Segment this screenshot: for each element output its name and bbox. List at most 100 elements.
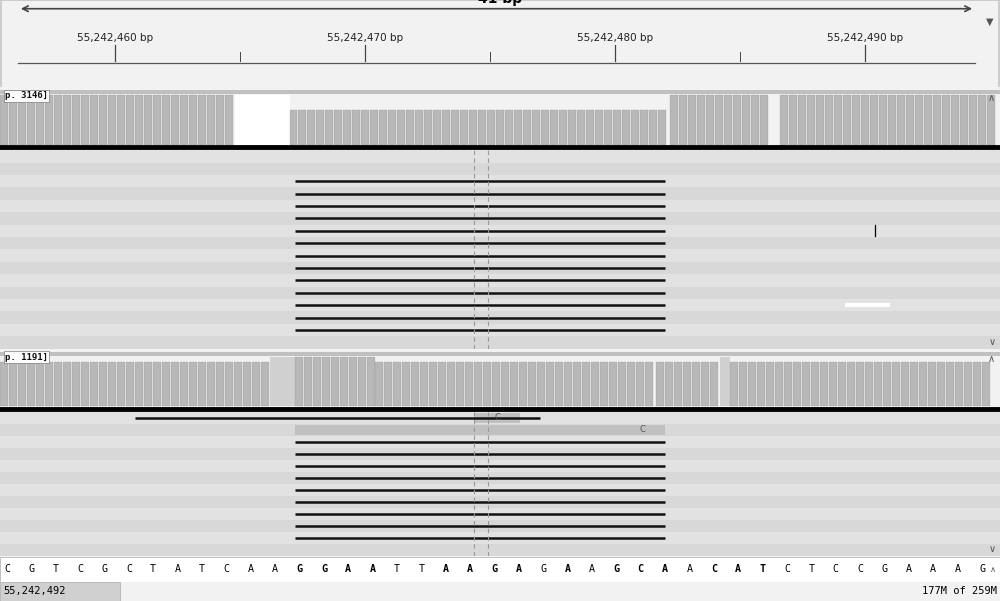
Bar [739, 362, 747, 406]
Text: A: A [370, 564, 376, 573]
Bar [710, 362, 718, 406]
Bar [825, 96, 833, 145]
Bar [126, 362, 134, 406]
Bar [0, 582, 120, 601]
Bar [892, 362, 900, 406]
Bar [697, 96, 705, 145]
Bar [0, 362, 8, 406]
Bar [528, 362, 536, 406]
Bar [469, 109, 477, 145]
Bar [784, 362, 792, 406]
Bar [313, 357, 321, 406]
Bar [595, 109, 603, 145]
Bar [370, 109, 378, 145]
Bar [0, 424, 1000, 436]
Bar [349, 357, 357, 406]
Bar [987, 96, 995, 145]
Text: A: A [345, 564, 351, 573]
Bar [406, 109, 414, 145]
Text: T: T [760, 564, 766, 573]
Bar [577, 109, 585, 145]
Bar [135, 362, 143, 406]
Text: G: G [979, 564, 985, 573]
Bar [951, 96, 959, 145]
Bar [807, 96, 815, 145]
Bar [225, 362, 233, 406]
Bar [879, 96, 887, 145]
Bar [0, 336, 1000, 349]
Bar [45, 96, 53, 145]
Bar [586, 109, 594, 145]
Bar [216, 96, 224, 145]
Bar [322, 357, 330, 406]
Bar [189, 96, 197, 145]
Bar [295, 425, 665, 435]
Bar [0, 138, 1000, 150]
Text: p. 3146]: p. 3146] [5, 91, 48, 100]
Text: C: C [833, 564, 839, 573]
Bar [298, 109, 306, 145]
Bar [36, 96, 44, 145]
Text: G: G [882, 564, 888, 573]
Bar [665, 362, 673, 406]
Text: 55,242,460 bp: 55,242,460 bp [77, 33, 153, 43]
Text: T: T [150, 564, 156, 573]
Bar [0, 212, 1000, 225]
Bar [153, 96, 161, 145]
Bar [0, 0, 1000, 1]
Text: C: C [857, 564, 863, 573]
Bar [474, 413, 520, 423]
Bar [54, 362, 62, 406]
Bar [225, 96, 233, 145]
Bar [0, 0, 2, 87]
Bar [189, 362, 197, 406]
Bar [670, 96, 678, 145]
Bar [0, 544, 1000, 556]
Bar [760, 96, 768, 145]
Bar [379, 109, 387, 145]
Bar [478, 109, 486, 145]
Bar [766, 362, 774, 406]
Text: C: C [640, 426, 645, 434]
Bar [915, 96, 923, 145]
Bar [683, 362, 691, 406]
Bar [411, 362, 419, 406]
Text: G: G [296, 564, 302, 573]
Bar [645, 362, 653, 406]
Bar [72, 362, 80, 406]
Bar [692, 362, 700, 406]
Bar [81, 96, 89, 145]
Text: 55,242,470 bp: 55,242,470 bp [327, 33, 403, 43]
Bar [388, 109, 396, 145]
Text: C: C [77, 564, 83, 573]
Bar [492, 362, 500, 406]
Bar [171, 362, 179, 406]
Text: G: G [613, 564, 619, 573]
Bar [955, 362, 963, 406]
Bar [0, 274, 1000, 287]
Bar [674, 362, 682, 406]
Bar [18, 96, 26, 145]
Bar [90, 362, 98, 406]
Bar [514, 109, 522, 145]
Bar [811, 362, 819, 406]
Text: T: T [53, 564, 59, 573]
Bar [888, 96, 896, 145]
Bar [910, 362, 918, 406]
Bar [235, 96, 290, 145]
Bar [0, 496, 1000, 508]
Bar [780, 96, 788, 145]
Bar [433, 109, 441, 145]
Bar [964, 362, 972, 406]
Bar [358, 357, 366, 406]
Bar [144, 96, 152, 145]
Bar [0, 90, 1000, 94]
Bar [688, 96, 696, 145]
Bar [424, 109, 432, 145]
Text: A: A [735, 564, 741, 573]
Bar [27, 96, 35, 145]
Text: A: A [565, 564, 571, 573]
Bar [397, 109, 405, 145]
Bar [998, 0, 1000, 87]
Text: A: A [589, 564, 595, 573]
